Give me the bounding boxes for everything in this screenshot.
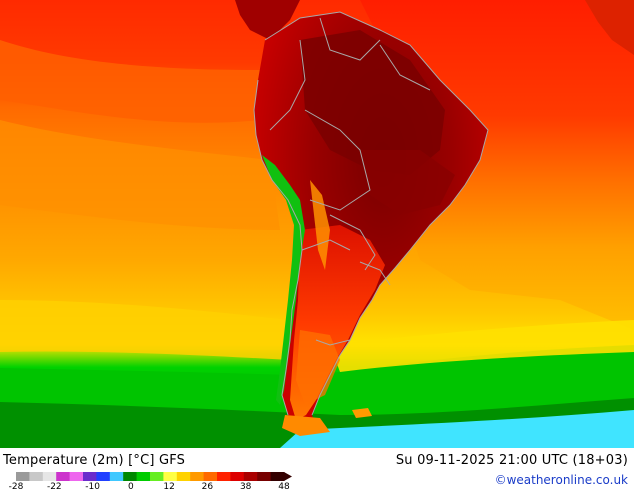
color-scale-swatch <box>109 472 124 481</box>
country-borders <box>253 11 489 416</box>
color-scale-tick: 38 <box>239 482 252 492</box>
color-scale-tick: 26 <box>201 482 214 492</box>
color-scale-swatch <box>190 472 205 481</box>
color-scale-tick: 0 <box>128 482 134 492</box>
pacific-band-yellow <box>0 300 290 360</box>
color-scale-tick: -10 <box>85 482 100 492</box>
color-scale-swatch <box>123 472 138 481</box>
color-scale-tick: -22 <box>46 482 62 492</box>
color-scale-swatch <box>83 472 97 481</box>
color-scale-swatch <box>230 472 245 481</box>
andes-strip <box>262 155 305 405</box>
temperature-map[interactable] <box>0 0 634 448</box>
southern-cyan-band <box>280 410 634 448</box>
south-atlantic-cool <box>330 320 634 372</box>
color-scale-tick: 48 <box>278 482 290 492</box>
color-scale-arrow <box>284 472 292 481</box>
patagonia-orange <box>296 330 340 405</box>
color-scale-swatch <box>176 472 191 481</box>
tierra-del-fuego <box>282 415 330 436</box>
caribbean-island <box>585 0 634 55</box>
color-scale-swatch <box>243 472 258 481</box>
color-scale-swatch <box>29 472 44 481</box>
footer: Temperature (2m) [°C] GFS Su 09-11-2025 … <box>0 448 634 492</box>
color-scale-swatch <box>270 472 285 481</box>
amazon-core <box>300 30 445 175</box>
map-canvas <box>0 0 634 448</box>
color-scale-tick: 12 <box>163 482 175 492</box>
color-scale-swatch <box>257 472 272 481</box>
color-scale-swatch <box>163 472 178 481</box>
color-scale-swatch <box>203 472 218 481</box>
brazil-core <box>360 150 455 215</box>
andes-inner <box>310 180 330 270</box>
credit-link[interactable]: ©weatheronline.co.uk <box>494 473 628 487</box>
color-scale-swatch <box>16 472 30 481</box>
map-title: Temperature (2m) [°C] GFS <box>3 453 186 468</box>
color-scale-swatch <box>96 472 111 481</box>
color-scale-swatch <box>42 472 57 481</box>
color-scale-bar <box>16 472 292 481</box>
color-scale-swatch <box>136 472 151 481</box>
forecast-datetime: Su 09-11-2025 21:00 UTC (18+03) <box>395 453 628 468</box>
color-scale-swatch <box>150 472 164 481</box>
color-scale-swatch <box>217 472 231 481</box>
pacific-band-orange <box>0 40 260 123</box>
color-scale-tick: -28 <box>8 482 24 492</box>
color-scale-swatch <box>69 472 84 481</box>
pacific-band-amber <box>0 120 280 230</box>
central-america <box>235 0 300 40</box>
falklands <box>352 408 372 418</box>
color-scale-swatch <box>56 472 71 481</box>
